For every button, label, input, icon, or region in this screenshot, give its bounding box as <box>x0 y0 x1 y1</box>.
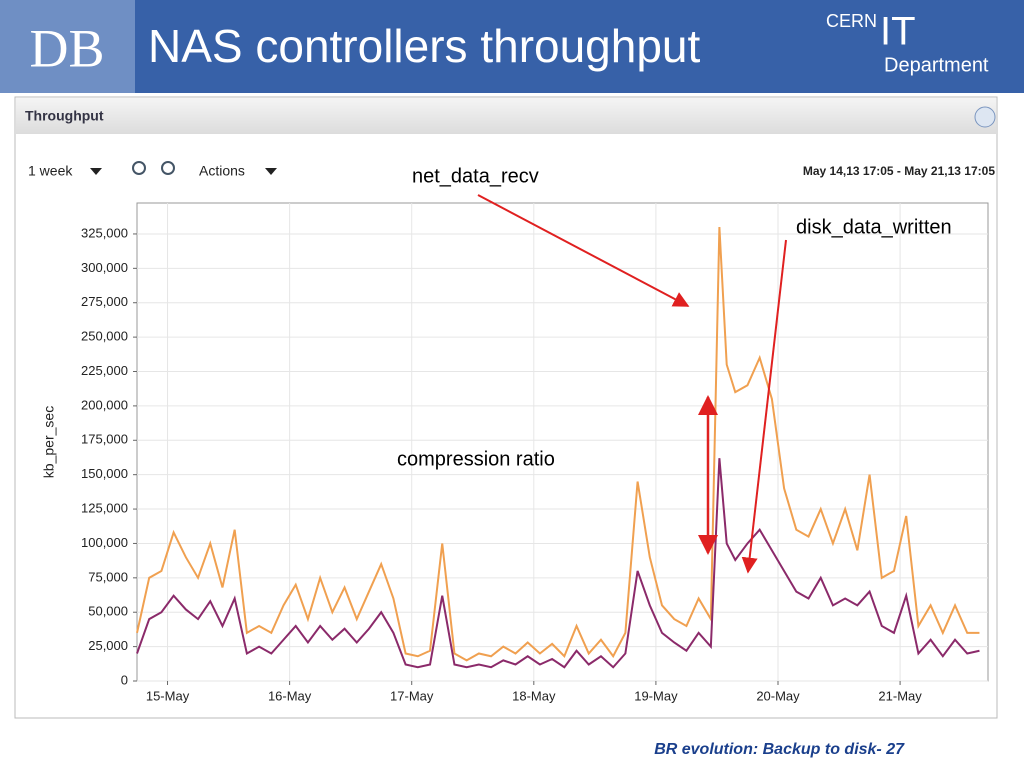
y-axis-label: kb_per_sec <box>41 406 57 478</box>
panel-title: Throughput <box>25 108 104 124</box>
header-bar <box>0 0 1024 93</box>
plot-area <box>136 202 989 682</box>
x-tick-label: 17-May <box>390 688 434 703</box>
y-tick-label: 300,000 <box>81 260 128 275</box>
x-tick-label: 20-May <box>756 688 800 703</box>
x-tick-label: 16-May <box>268 688 312 703</box>
y-tick-label: 275,000 <box>81 294 128 309</box>
x-tick-label: 15-May <box>146 688 190 703</box>
y-tick-label: 100,000 <box>81 535 128 550</box>
y-tick-label: 25,000 <box>88 638 128 653</box>
x-tick-label: 19-May <box>634 688 678 703</box>
org-big: IT <box>880 10 916 54</box>
arrow <box>741 239 787 574</box>
y-tick-label: 325,000 <box>81 225 128 240</box>
y-tick-label: 50,000 <box>88 604 128 619</box>
x-tick-label: 18-May <box>512 688 556 703</box>
footer: BR evolution: Backup to disk- 27 <box>654 741 905 758</box>
y-tick-label: 150,000 <box>81 466 128 481</box>
period-select[interactable]: 1 week <box>28 163 73 179</box>
series-line <box>136 227 980 662</box>
logo: DB <box>29 18 104 78</box>
range-label: May 14,13 17:05 - May 21,13 17:05 <box>803 164 995 178</box>
annotation: disk_data_written <box>796 216 952 238</box>
annotation: net_data_recv <box>412 165 539 187</box>
y-tick-label: 125,000 <box>81 500 128 515</box>
zoom-out[interactable] <box>161 161 175 175</box>
arrow <box>477 194 690 307</box>
org-top: CERN <box>826 11 877 31</box>
y-tick-label: 0 <box>121 672 128 687</box>
y-tick-label: 225,000 <box>81 363 128 378</box>
slide-title: NAS controllers throughput <box>148 20 701 72</box>
panel-header <box>16 98 996 134</box>
y-tick-label: 175,000 <box>81 432 128 447</box>
y-tick-label: 200,000 <box>81 397 128 412</box>
dropdown-icon <box>265 168 277 175</box>
x-tick-label: 21-May <box>878 688 922 703</box>
y-tick-label: 250,000 <box>81 329 128 344</box>
y-tick-label: 75,000 <box>88 569 128 584</box>
dropdown-icon <box>90 168 102 175</box>
panel-nav[interactable] <box>974 106 996 128</box>
actions-menu[interactable]: Actions <box>199 163 245 179</box>
logo-box <box>0 0 135 93</box>
series-line <box>136 458 980 669</box>
org-bottom: Department <box>884 54 989 76</box>
zoom-in[interactable] <box>132 161 146 175</box>
annotation: compression ratio <box>397 448 555 470</box>
